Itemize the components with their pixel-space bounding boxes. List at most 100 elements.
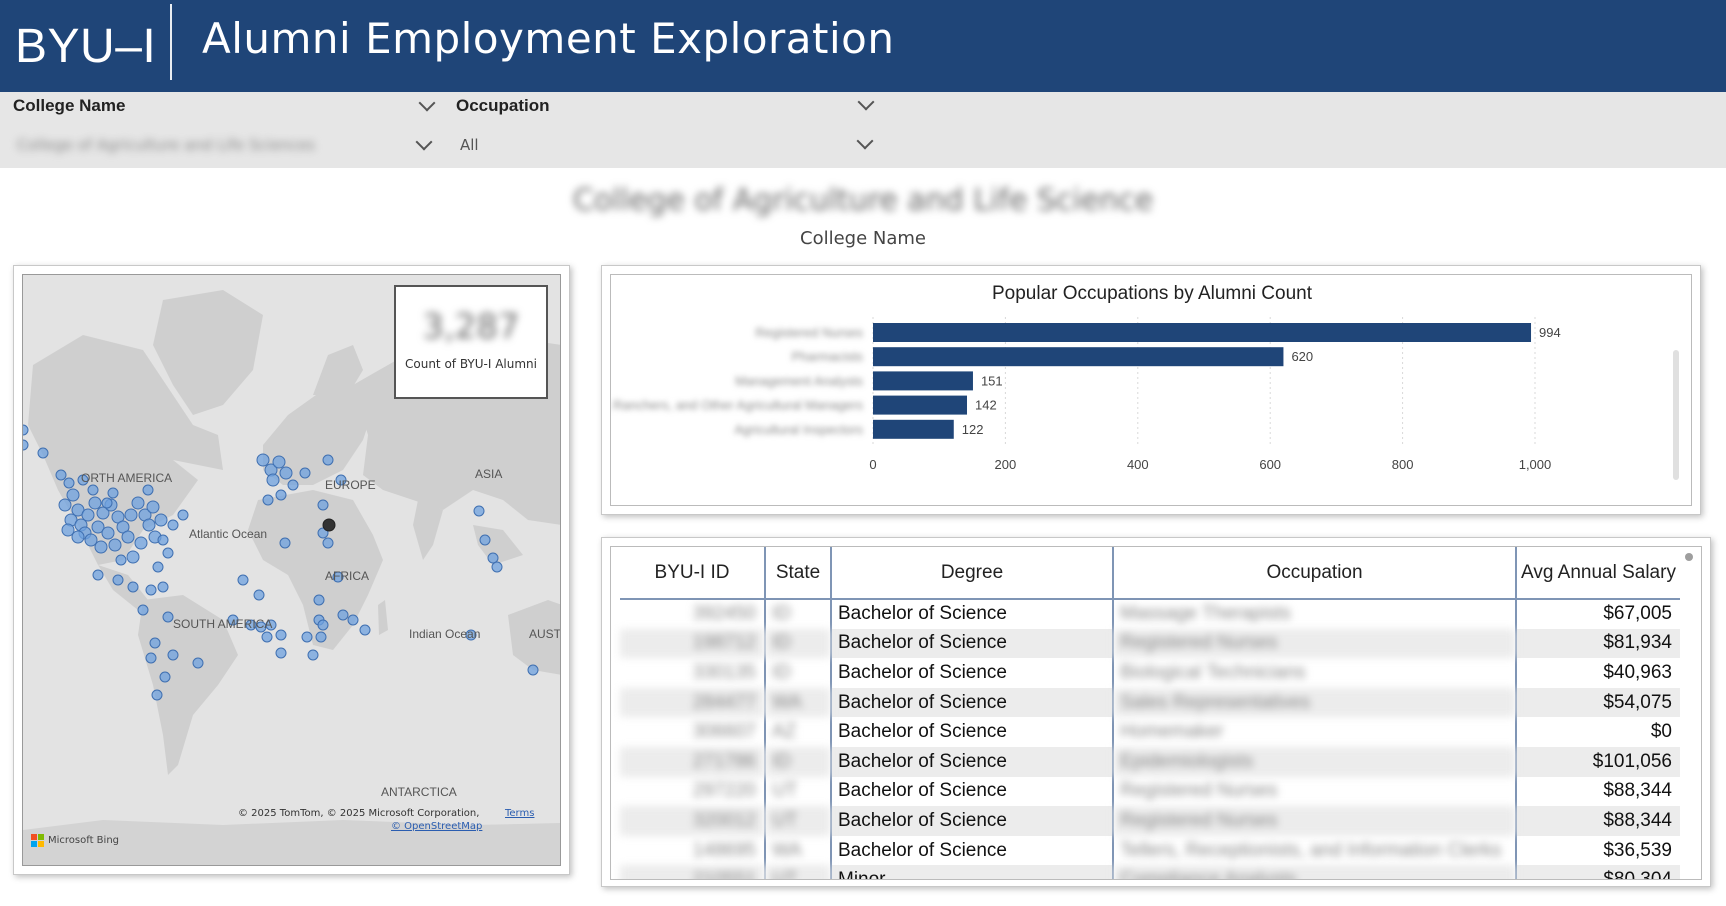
column-header-occupation[interactable]: Occupation bbox=[1113, 547, 1517, 600]
cell-state: ID bbox=[765, 628, 832, 659]
table-header-row: BYU-I ID State Degree Occupation Avg Ann… bbox=[620, 547, 1680, 600]
microsoft-logo-icon bbox=[31, 834, 44, 847]
table-row[interactable]: 284477 WA Bachelor of Science Sales Represe… bbox=[620, 687, 1680, 718]
cell-id: 210551 bbox=[620, 865, 766, 879]
cell-state: ID bbox=[765, 746, 832, 777]
table-row[interactable]: 210551 UT Minor Compliance Analysts $80,304 bbox=[620, 865, 1680, 879]
cell-state: AZ bbox=[765, 717, 832, 747]
x-tick-label: 0 bbox=[869, 457, 876, 472]
cell-degree: Bachelor of Science bbox=[831, 746, 1114, 777]
cell-occupation: Tellers, Receptionists, and Information … bbox=[1113, 835, 1517, 866]
table-row[interactable]: 330135 ID Bachelor of Science Biological Te… bbox=[620, 658, 1680, 688]
occupation-dropdown-value: All bbox=[460, 136, 479, 154]
cell-state: UT bbox=[765, 865, 832, 879]
cell-id: 320012 bbox=[620, 806, 766, 836]
cell-salary: $80,304 bbox=[1516, 865, 1680, 879]
chart-scrollbar[interactable] bbox=[1673, 350, 1679, 480]
occupations-chart: Popular Occupations by Alumni Count 0 200… bbox=[610, 274, 1692, 506]
cell-occupation: Compliance Analysts bbox=[1113, 865, 1517, 879]
column-header-degree[interactable]: Degree bbox=[831, 547, 1114, 600]
selected-college-name: College of Agriculture and Life Science bbox=[572, 183, 1154, 218]
alumni-table-container: BYU-I ID State Degree Occupation Avg Ann… bbox=[610, 546, 1702, 880]
map-terms-link[interactable]: Terms bbox=[505, 808, 535, 819]
bar-value-label: 620 bbox=[1291, 349, 1313, 364]
x-tick-label: 200 bbox=[995, 457, 1017, 472]
category-label: Pharmacists bbox=[791, 349, 863, 364]
cell-occupation: Massage Therapists bbox=[1113, 599, 1517, 629]
cell-occupation: Registered Nurses bbox=[1113, 806, 1517, 836]
alumni-map[interactable]: 3,287 Count of BYU-I Alumni ORTH AMERICA… bbox=[22, 274, 561, 866]
x-tick-label: 400 bbox=[1127, 457, 1149, 472]
map-label-africa: AFRICA bbox=[325, 569, 370, 583]
map-osm-link[interactable]: © OpenStreetMap bbox=[391, 821, 483, 832]
bing-logo: Microsoft Bing bbox=[31, 834, 119, 847]
bar[interactable] bbox=[873, 371, 973, 391]
alumni-count-value: 3,287 bbox=[422, 307, 520, 347]
cell-salary: $88,344 bbox=[1603, 780, 1672, 802]
column-header-id[interactable]: BYU-I ID bbox=[620, 547, 766, 600]
occupation-slicer-label: Occupation bbox=[456, 96, 550, 115]
bing-label: Microsoft Bing bbox=[48, 835, 120, 846]
cell-id: 392450 bbox=[620, 599, 766, 629]
table-row[interactable]: 148695 WA Bachelor of Science Tellers, Rece… bbox=[620, 835, 1680, 866]
table-row[interactable]: 306607 AZ Bachelor of Science Homemaker $0 bbox=[620, 717, 1680, 747]
column-header-state[interactable]: State bbox=[765, 547, 832, 600]
category-label: Management Analysts bbox=[735, 373, 863, 388]
column-header-salary[interactable]: Avg Annual Salary bbox=[1516, 547, 1680, 600]
cell-occupation: Registered Nurses bbox=[1113, 776, 1517, 807]
cell-degree: Bachelor of Science bbox=[831, 628, 1114, 659]
college-dropdown[interactable]: College of Agriculture and Life Sciences bbox=[13, 132, 433, 158]
bar[interactable] bbox=[873, 419, 954, 439]
map-label-indian-ocean: Indian Ocean bbox=[409, 627, 481, 641]
table-scrollbar[interactable] bbox=[1685, 553, 1693, 561]
cell-degree: Bachelor of Science bbox=[831, 687, 1114, 718]
bar-value-label: 994 bbox=[1539, 325, 1561, 340]
bar-value-label: 122 bbox=[962, 422, 984, 437]
map-label-europe: EUROPE bbox=[325, 478, 376, 492]
cell-id: 271786 bbox=[620, 746, 766, 777]
cell-degree: Bachelor of Science bbox=[831, 806, 1114, 836]
occupations-bar-chart: Popular Occupations by Alumni Count 0 200… bbox=[611, 283, 1561, 472]
cell-state: UT bbox=[765, 806, 832, 836]
occupation-dropdown[interactable]: All bbox=[456, 132, 876, 158]
alumni-table: BYU-I ID State Degree Occupation Avg Ann… bbox=[620, 547, 1680, 879]
x-tick-label: 800 bbox=[1392, 457, 1414, 472]
map-label-north-america: ORTH AMERICA bbox=[81, 471, 173, 485]
brand-logo: BYU–I bbox=[15, 19, 157, 73]
header-bar: BYU–I Alumni Employment Exploration bbox=[0, 0, 1726, 92]
cell-salary: $81,934 bbox=[1516, 628, 1680, 659]
bar-value-label: 151 bbox=[981, 373, 1003, 388]
bar[interactable] bbox=[873, 323, 1532, 342]
map-label-antarctica: ANTARCTICA bbox=[381, 785, 457, 799]
slicer-bar: College Name College of Agriculture and … bbox=[0, 92, 1726, 168]
college-slicer-collapse-icon[interactable] bbox=[418, 94, 436, 112]
table-row[interactable]: 297220 UT Bachelor of Science Registered Nu… bbox=[620, 776, 1680, 807]
cell-degree: Bachelor of Science bbox=[831, 599, 1114, 629]
college-slicer: College Name College of Agriculture and … bbox=[13, 92, 436, 168]
cell-id: 148695 bbox=[620, 835, 766, 866]
x-tick-label: 1,000 bbox=[1519, 457, 1552, 472]
map-attribution: © 2025 TomTom, © 2025 Microsoft Corporat… bbox=[238, 808, 480, 819]
cell-occupation: Sales Representatives bbox=[1113, 687, 1517, 718]
occupation-slicer-collapse-icon[interactable] bbox=[857, 93, 875, 111]
table-row[interactable]: 198712 ID Bachelor of Science Registered Nu… bbox=[620, 628, 1680, 659]
chart-title: Popular Occupations by Alumni Count bbox=[992, 283, 1313, 304]
bar[interactable] bbox=[873, 395, 968, 415]
cell-salary: $101,056 bbox=[1516, 746, 1680, 777]
college-slicer-label: College Name bbox=[13, 96, 126, 115]
cell-state: WA bbox=[765, 687, 832, 718]
table-row[interactable]: 392450 ID Bachelor of Science Massage Thera… bbox=[620, 599, 1680, 629]
cell-id: 284477 bbox=[620, 687, 766, 718]
table-row[interactable]: 320012 UT Bachelor of Science Registered Nu… bbox=[620, 806, 1680, 836]
cell-salary: $88,344 bbox=[1516, 806, 1680, 836]
cell-id: 297220 bbox=[620, 776, 766, 807]
cell-id: 330135 bbox=[620, 658, 766, 688]
table-row[interactable]: 271786 ID Bachelor of Science Epidemiologis… bbox=[620, 746, 1680, 777]
alumni-map-panel: 3,287 Count of BYU-I Alumni ORTH AMERICA… bbox=[13, 265, 570, 875]
cell-occupation: Epidemiologists bbox=[1113, 746, 1517, 777]
table-body: 392450 ID Bachelor of Science Massage Thera… bbox=[620, 599, 1680, 879]
bar-value-label: 142 bbox=[975, 398, 997, 413]
bar[interactable] bbox=[873, 347, 1284, 367]
cell-salary: $40,963 bbox=[1603, 661, 1672, 683]
